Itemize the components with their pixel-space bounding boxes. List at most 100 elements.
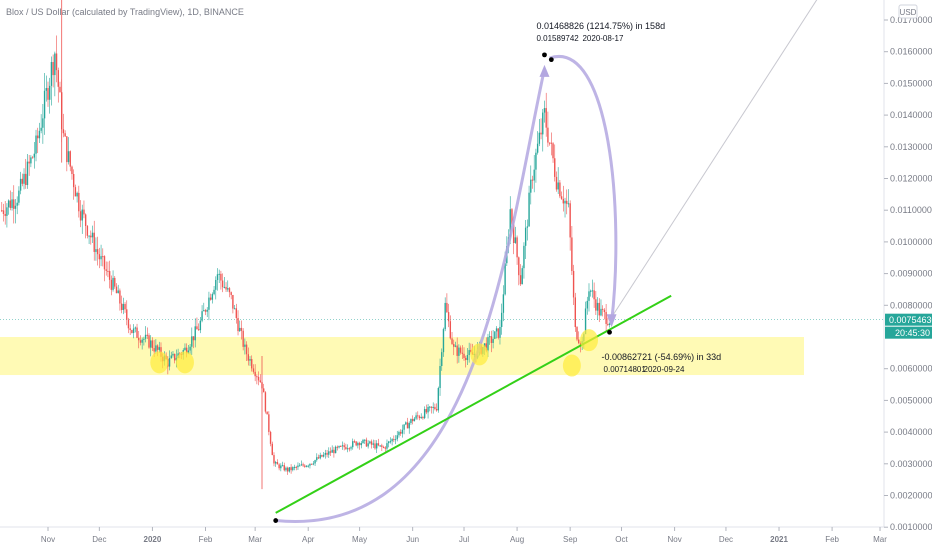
- candle: [341, 441, 344, 450]
- x-tick-label: Sep: [563, 535, 578, 544]
- candle-body: [434, 406, 436, 410]
- time-scale[interactable]: [0, 528, 884, 550]
- candle: [16, 196, 18, 215]
- candle-body: [310, 463, 313, 465]
- candle-body: [201, 311, 203, 321]
- anchor-point[interactable]: [542, 52, 547, 58]
- candle-body: [215, 279, 217, 290]
- candle-body: [257, 376, 260, 381]
- candle-body: [37, 135, 39, 139]
- candle-body: [117, 290, 119, 294]
- candle: [408, 421, 410, 434]
- candle-body: [292, 467, 294, 471]
- candle: [514, 226, 517, 244]
- candle-body: [405, 422, 407, 425]
- candle-body: [115, 286, 118, 294]
- candle: [490, 330, 493, 353]
- measure-arc-low-to-high[interactable]: [275, 68, 546, 524]
- candle-body: [151, 340, 154, 349]
- candle-body: [547, 127, 549, 143]
- candle: [201, 305, 203, 323]
- candle-body: [511, 209, 513, 225]
- candle: [423, 406, 426, 420]
- candle: [79, 200, 82, 228]
- candle-body: [495, 328, 498, 332]
- currency-button[interactable]: USD: [898, 4, 918, 19]
- projection-line[interactable]: [609, 0, 821, 321]
- anchor-point[interactable]: [607, 329, 612, 335]
- candle: [88, 235, 90, 245]
- x-tick-label: May: [352, 535, 367, 544]
- candle-body: [442, 329, 445, 353]
- candle-body: [518, 257, 520, 276]
- candle: [117, 284, 119, 294]
- candle: [235, 303, 238, 324]
- candle-body: [185, 347, 188, 354]
- candle-body: [216, 274, 219, 280]
- candle-body: [398, 431, 400, 436]
- candle-body: [268, 414, 270, 432]
- candle-body: [391, 439, 393, 442]
- candle-body: [225, 286, 227, 290]
- trendline[interactable]: [275, 294, 672, 514]
- candle: [230, 291, 232, 300]
- highlight-circle[interactable]: [562, 354, 581, 377]
- candle-body: [353, 441, 356, 443]
- candle: [607, 317, 609, 327]
- candle: [588, 283, 590, 312]
- candle-body: [76, 192, 78, 197]
- candle-body: [251, 359, 253, 369]
- candle-body: [309, 463, 311, 466]
- candle-body: [244, 344, 246, 347]
- current-price-value: 0.00754630: [889, 315, 932, 325]
- candle: [256, 374, 258, 385]
- highlight-circle[interactable]: [470, 343, 489, 366]
- candle: [328, 447, 330, 458]
- candle-body: [485, 343, 487, 351]
- candle-body: [286, 467, 289, 472]
- candle: [199, 317, 202, 334]
- current-price-tag[interactable]: [885, 313, 932, 326]
- price-scale[interactable]: [885, 0, 932, 527]
- measure-sub-date-high: 2020-08-17: [582, 34, 623, 43]
- candle-body: [136, 327, 138, 338]
- candle-body: [129, 328, 131, 331]
- candle: [531, 175, 534, 189]
- candle: [240, 320, 243, 340]
- candle: [124, 302, 126, 313]
- candle-body: [155, 345, 157, 352]
- highlight-circle[interactable]: [579, 329, 598, 352]
- support-zone[interactable]: [0, 337, 804, 376]
- candle-body: [54, 53, 56, 76]
- candle: [276, 459, 279, 465]
- candle-body: [14, 205, 17, 209]
- candle: [173, 353, 176, 364]
- candle-body: [605, 312, 607, 324]
- candle: [355, 440, 357, 447]
- candle: [114, 275, 116, 289]
- anchor-point[interactable]: [548, 57, 554, 63]
- highlight-circle[interactable]: [175, 351, 194, 374]
- candle: [305, 465, 308, 468]
- candle-body: [591, 290, 594, 292]
- candle-body: [459, 347, 462, 353]
- candle: [9, 190, 12, 211]
- candle-body: [338, 445, 340, 448]
- candle-body: [150, 340, 152, 348]
- candle-body: [69, 151, 71, 167]
- candle-body: [468, 350, 470, 356]
- anchor-point[interactable]: [273, 518, 279, 523]
- candle: [521, 265, 523, 285]
- candle: [252, 364, 255, 374]
- candle: [223, 277, 226, 289]
- measure-arc-high-to-low[interactable]: [549, 54, 618, 323]
- candle: [237, 310, 239, 336]
- highlight-circle[interactable]: [150, 351, 169, 374]
- arrow-head-icon: [606, 314, 617, 328]
